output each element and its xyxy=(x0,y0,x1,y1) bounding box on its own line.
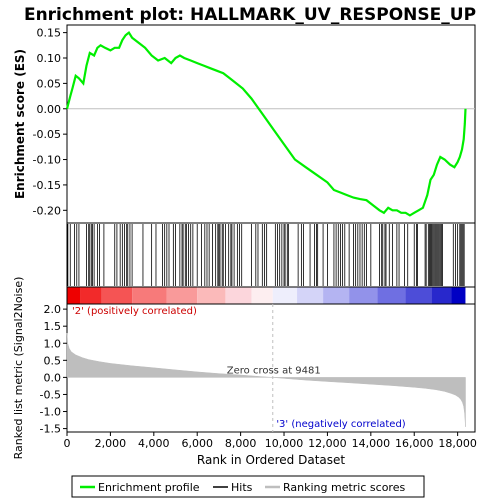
positive-correlation-label: '2' (positively correlated) xyxy=(72,306,197,317)
ranking-y-tick-label: -0.5 xyxy=(40,388,61,401)
ranking-y-axis-label: Ranked list metric (Signal2Noise) xyxy=(12,277,25,460)
legend-ranking-label: Ranking metric scores xyxy=(283,481,405,494)
es-y-tick-label: 0.05 xyxy=(37,77,62,90)
heatmap-segment xyxy=(67,287,81,304)
heatmap-segment xyxy=(132,287,167,304)
x-tick-label: 12,000 xyxy=(308,437,347,450)
heatmap-segment xyxy=(197,287,226,304)
x-axis-ticks: 0 2,000 4,000 6,000 8,000 10,000 12,000 14,000 1… xyxy=(64,432,477,450)
x-tick-label: 10,000 xyxy=(265,437,304,450)
heatmap-segment xyxy=(377,287,406,304)
ranking-metric-area xyxy=(66,332,466,427)
legend: Enrichment profile Hits Ranking metric s… xyxy=(71,475,425,498)
ranking-y-ticks: -1.5 -1.0 -0.5 0.0 0.5 1.0 1.5 2.0 xyxy=(40,303,67,436)
es-y-tick-label: 0.15 xyxy=(37,27,62,40)
heatmap-segment xyxy=(225,287,252,304)
heatmap-segment xyxy=(349,287,378,304)
hit-lines xyxy=(67,224,465,286)
ranking-y-tick-label: -1.0 xyxy=(40,406,61,419)
zero-cross-label: Zero cross at 9481 xyxy=(227,365,321,376)
hits-panel-frame xyxy=(66,222,476,288)
es-y-tick-label: -0.10 xyxy=(33,154,61,167)
x-tick-label: 0 xyxy=(64,437,71,450)
es-y-tick-label: 0.10 xyxy=(37,52,62,65)
ranking-y-tick-label: 1.0 xyxy=(44,337,62,350)
chart-title: Enrichment plot: HALLMARK_UV_RESPONSE_UP xyxy=(24,5,476,25)
es-y-ticks: -0.20 -0.15 -0.10 -0.05 0.00 0.05 0.10 0.15 xyxy=(33,27,67,217)
es-y-tick-label: -0.15 xyxy=(33,179,61,192)
x-tick-label: 2,000 xyxy=(95,437,127,450)
ranking-panel: Zero cross at 9481 '2' (positively corre… xyxy=(12,277,476,460)
es-y-axis-label: Enrichment score (ES) xyxy=(13,49,27,199)
enrichment-profile-line xyxy=(65,30,467,217)
x-tick-label: 6,000 xyxy=(181,437,213,450)
x-tick-label: 4,000 xyxy=(138,437,170,450)
x-tick-label: 16,000 xyxy=(395,437,434,450)
enrichment-panel-frame xyxy=(66,24,476,224)
x-tick-label: 8,000 xyxy=(225,437,257,450)
ranking-y-tick-label: 1.5 xyxy=(44,320,62,333)
x-axis-label: Rank in Ordered Dataset xyxy=(197,453,345,467)
legend-hits-label: Hits xyxy=(231,481,253,494)
negative-correlation-label: '3' (negatively correlated) xyxy=(276,419,405,430)
ranking-y-tick-label: -1.5 xyxy=(40,423,61,436)
heatmap-segment xyxy=(297,287,324,304)
heatmap-segment xyxy=(80,287,102,304)
ranking-y-tick-label: 0.0 xyxy=(44,371,62,384)
heatmap-segment xyxy=(431,287,452,304)
x-tick-label: 14,000 xyxy=(352,437,391,450)
enrichment-panel: -0.20 -0.15 -0.10 -0.05 0.00 0.05 0.10 0.15 Enr… xyxy=(13,24,476,224)
x-tick-label: 18,000 xyxy=(438,437,477,450)
ranking-y-tick-label: 0.5 xyxy=(44,354,62,367)
es-y-tick-label: -0.20 xyxy=(33,204,61,217)
heatmap-segment xyxy=(251,287,273,304)
heatmap-segment xyxy=(323,287,350,304)
legend-enrichment-label: Enrichment profile xyxy=(98,481,200,494)
hits-panel xyxy=(66,222,476,288)
es-y-tick-label: -0.05 xyxy=(33,128,61,141)
heatmap-segment xyxy=(101,287,133,304)
ranking-y-tick-label: 2.0 xyxy=(44,303,62,316)
heatmap-segment xyxy=(405,287,432,304)
heatmap-segment xyxy=(166,287,198,304)
legend-frame xyxy=(71,475,425,498)
heatmap-segment xyxy=(451,287,466,304)
correlation-heatmap-bar xyxy=(67,287,466,304)
heatmap-segment xyxy=(272,287,298,304)
es-y-tick-label: 0.00 xyxy=(37,103,62,116)
